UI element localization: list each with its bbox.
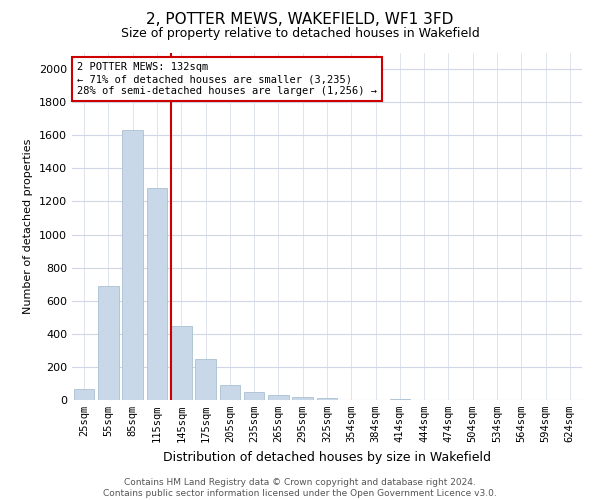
Bar bbox=[195, 358, 216, 400]
Bar bbox=[268, 395, 289, 400]
Bar bbox=[74, 389, 94, 400]
Bar bbox=[98, 286, 119, 400]
Bar bbox=[220, 385, 240, 400]
Bar bbox=[146, 188, 167, 400]
X-axis label: Distribution of detached houses by size in Wakefield: Distribution of detached houses by size … bbox=[163, 450, 491, 464]
Text: 2, POTTER MEWS, WAKEFIELD, WF1 3FD: 2, POTTER MEWS, WAKEFIELD, WF1 3FD bbox=[146, 12, 454, 28]
Text: 2 POTTER MEWS: 132sqm
← 71% of detached houses are smaller (3,235)
28% of semi-d: 2 POTTER MEWS: 132sqm ← 71% of detached … bbox=[77, 62, 377, 96]
Bar bbox=[171, 326, 191, 400]
Bar bbox=[122, 130, 143, 400]
Text: Size of property relative to detached houses in Wakefield: Size of property relative to detached ho… bbox=[121, 28, 479, 40]
Bar bbox=[389, 398, 410, 400]
Bar bbox=[292, 397, 313, 400]
Bar bbox=[244, 392, 265, 400]
Y-axis label: Number of detached properties: Number of detached properties bbox=[23, 138, 34, 314]
Bar bbox=[317, 398, 337, 400]
Text: Contains HM Land Registry data © Crown copyright and database right 2024.
Contai: Contains HM Land Registry data © Crown c… bbox=[103, 478, 497, 498]
